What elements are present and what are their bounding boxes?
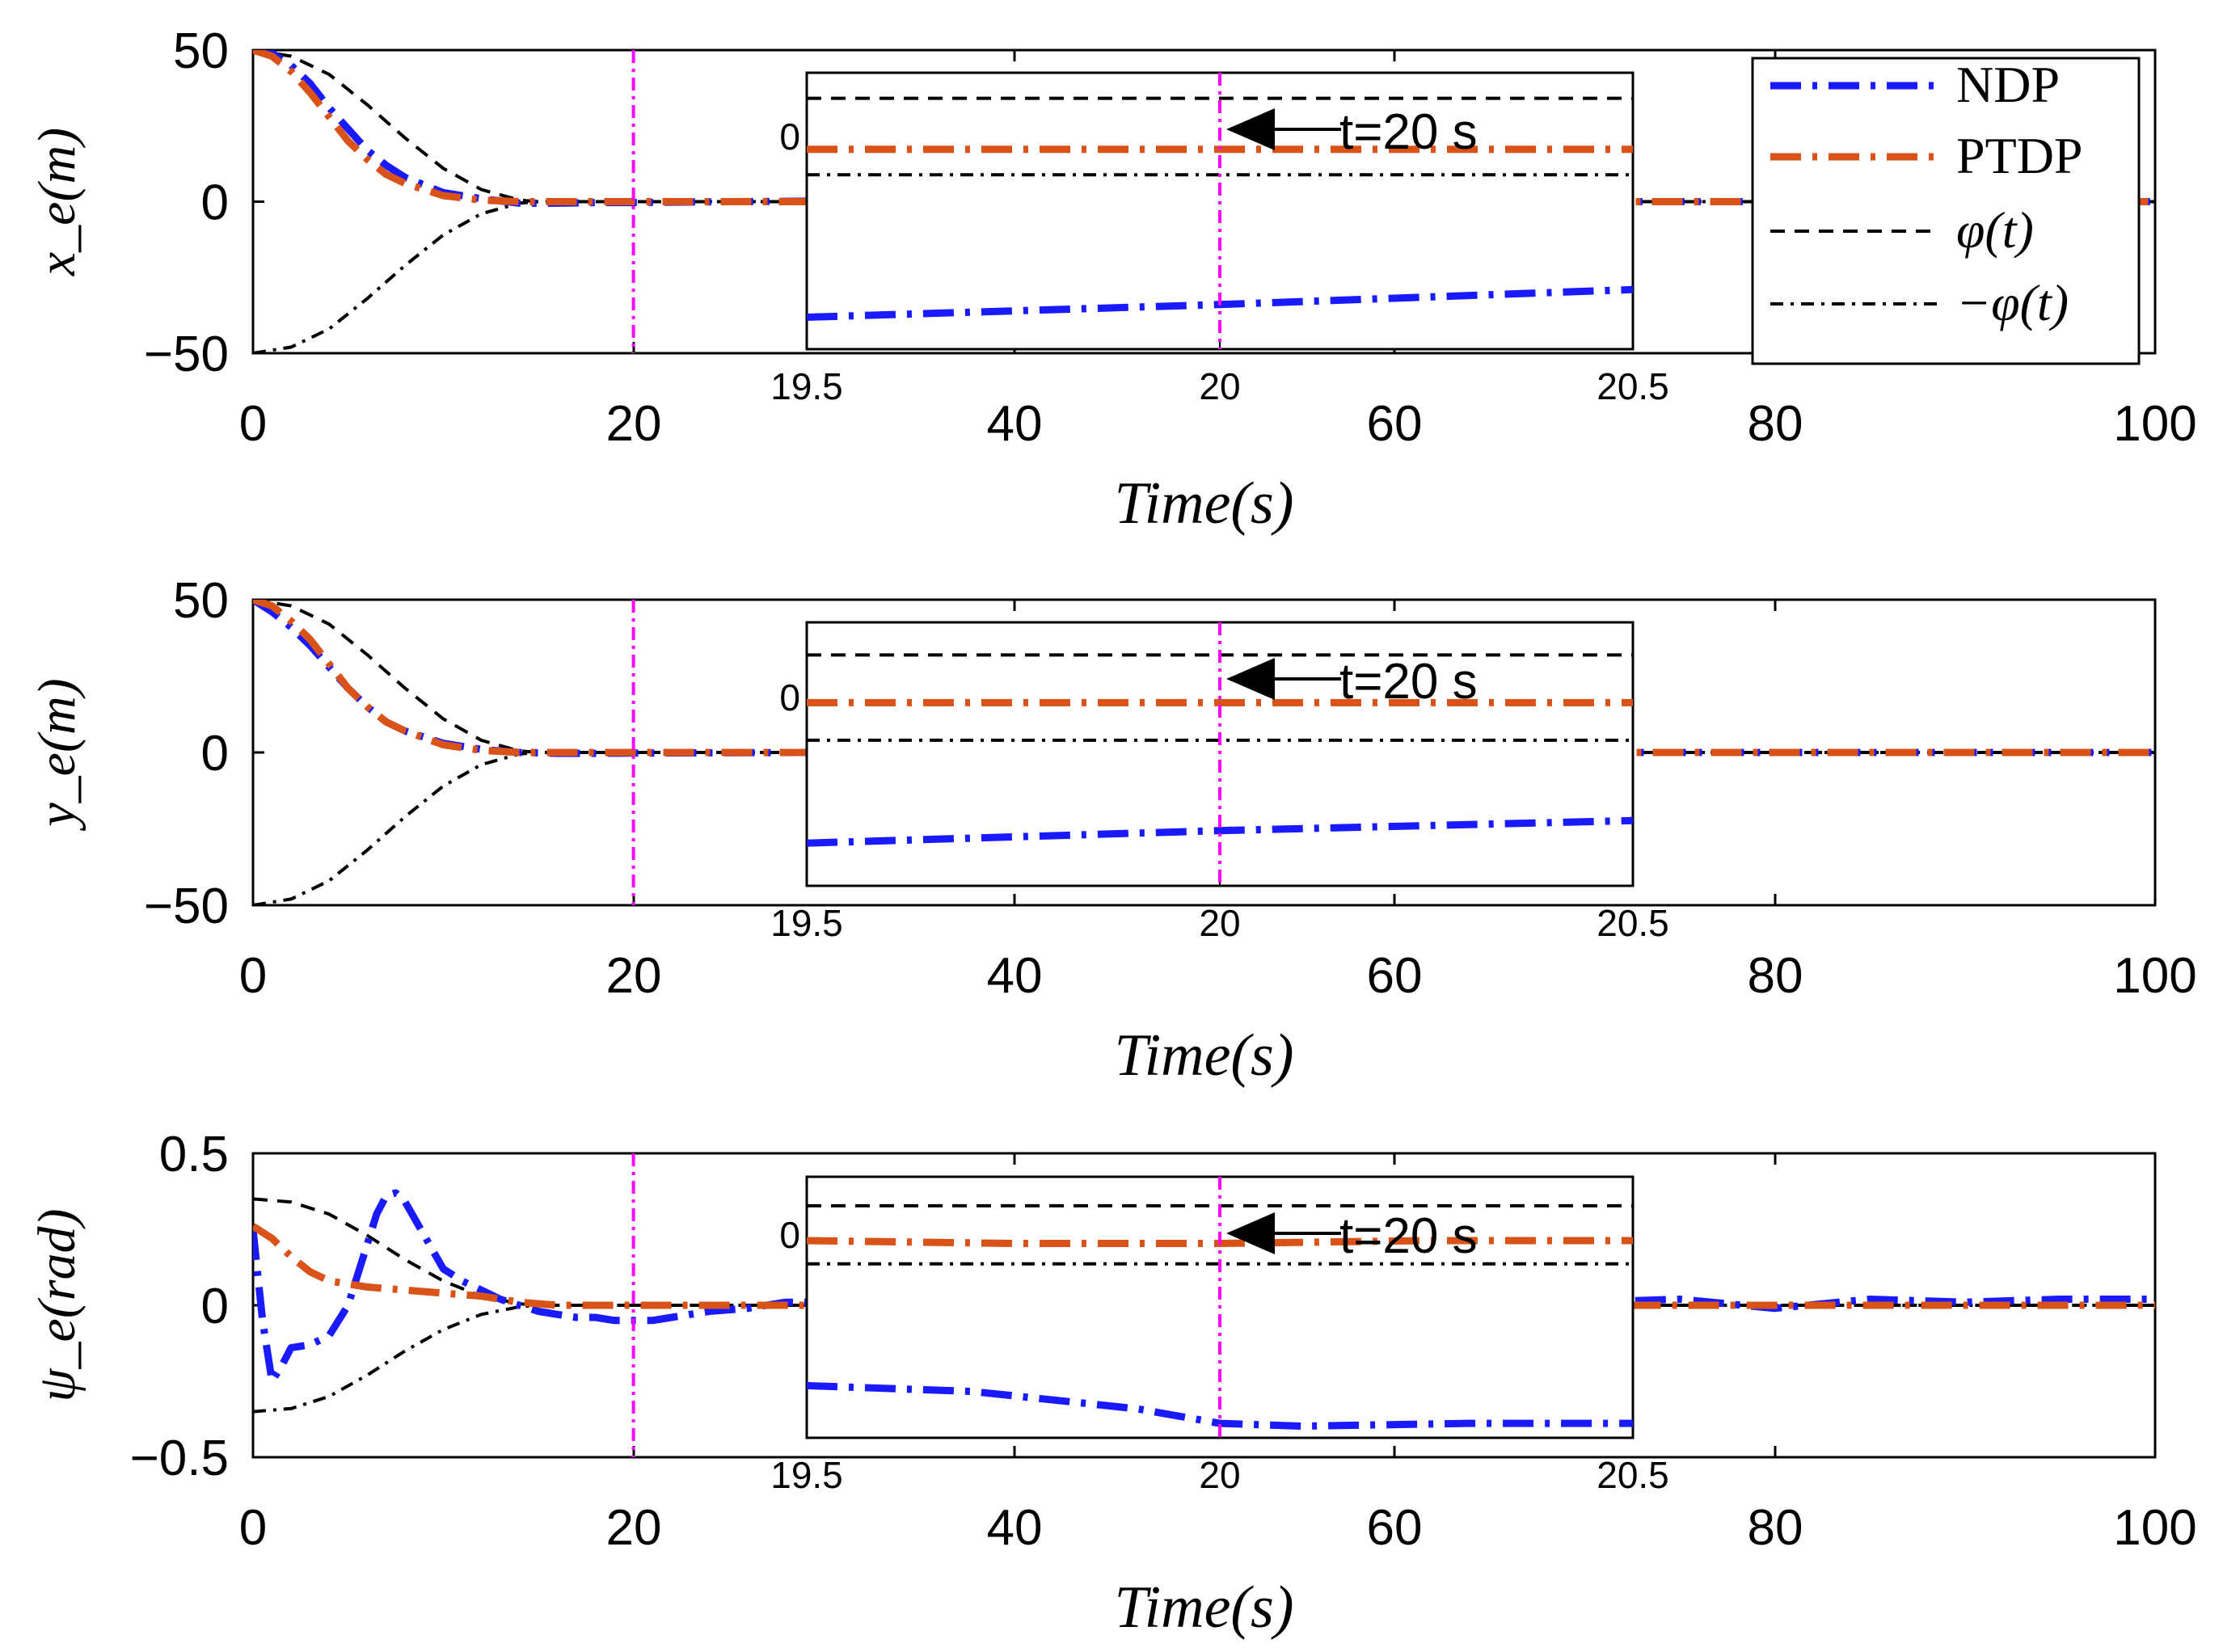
- inset-y-tick-label: 0: [779, 676, 800, 719]
- y-tick-label: 0: [201, 175, 229, 231]
- x-tick-label: 40: [987, 396, 1043, 452]
- annotation-label: t=20 s: [1339, 654, 1478, 710]
- inset-y-tick-label: 0: [779, 1214, 800, 1256]
- inset-x-tick-label: 20: [1199, 1454, 1240, 1496]
- x-tick-label: 100: [2113, 396, 2196, 452]
- x-tick-label: 80: [1748, 396, 1803, 452]
- y-tick-label: 0: [201, 1279, 229, 1334]
- y-tick-label: −0.5: [130, 1431, 229, 1486]
- legend-label: PTDP: [1956, 127, 2083, 184]
- legend-label-fn: φ(t): [1991, 274, 2069, 331]
- x-tick-label: 60: [1367, 396, 1423, 452]
- legend-label-fn: φ(t): [1956, 201, 2034, 259]
- legend-label: NDP: [1956, 56, 2060, 113]
- y-tick-label: −50: [144, 327, 229, 382]
- inset-x-tick-label: 19.5: [770, 365, 843, 407]
- x-tick-label: 0: [239, 948, 267, 1004]
- y-axis-label: x_e(m): [27, 128, 86, 276]
- inset-x-tick-label: 19.5: [770, 902, 843, 944]
- inset-x-tick-label: 20.5: [1597, 365, 1669, 407]
- inset-x-tick-label: 20: [1199, 365, 1240, 407]
- y-tick-label: 0: [201, 726, 229, 782]
- x-tick-label: 40: [987, 948, 1043, 1004]
- inset-y-tick-label: 0: [779, 116, 800, 158]
- y-tick-label: 50: [173, 573, 229, 629]
- x-tick-label: 20: [606, 396, 662, 452]
- series-phi-line: [253, 50, 2155, 204]
- annotation-arrow-head: [1226, 1212, 1275, 1254]
- series-neg-phi-line: [253, 751, 2155, 905]
- x-tick-label: 80: [1748, 948, 1803, 1004]
- x-tick-label: 40: [987, 1500, 1043, 1556]
- x-tick-label: 20: [606, 1500, 662, 1556]
- legend-box: [1751, 57, 2141, 365]
- x-tick-label: 20: [606, 948, 662, 1004]
- series-ptdp-line: [253, 50, 2155, 205]
- x-axis-label: Time(s): [1115, 470, 1294, 537]
- legend-label: −φ(t): [1956, 274, 2069, 331]
- annotation-arrow-head: [1226, 658, 1275, 700]
- inset-series-ndp-line: [807, 816, 1633, 847]
- inset-x-tick-label: 20: [1199, 902, 1240, 944]
- x-tick-label: 0: [239, 396, 267, 452]
- x-tick-label: 60: [1367, 948, 1423, 1004]
- y-axis-label: y_e(m): [27, 678, 86, 831]
- annotation-label: t=20 s: [1339, 1208, 1478, 1264]
- y-axis-label: ψ_e(rad): [27, 1209, 86, 1402]
- y-tick-label: −50: [144, 879, 229, 934]
- x-tick-label: 60: [1367, 1500, 1423, 1556]
- annotation-label: t=20 s: [1339, 104, 1478, 160]
- inset-x-tick-label: 19.5: [770, 1454, 843, 1496]
- x-tick-label: 80: [1748, 1500, 1803, 1556]
- y-tick-label: 0.5: [159, 1127, 229, 1182]
- legend-label-prefix: −: [1956, 274, 1991, 331]
- x-axis-label: Time(s): [1115, 1022, 1294, 1089]
- series-ptdp-line: [253, 600, 2155, 756]
- x-tick-label: 100: [2113, 1500, 2196, 1556]
- x-tick-label: 100: [2113, 948, 2196, 1004]
- x-axis-label: Time(s): [1115, 1574, 1294, 1641]
- annotation-arrow-head: [1226, 108, 1275, 150]
- series-ndp-line: [253, 1189, 2155, 1385]
- inset-x-tick-label: 20.5: [1597, 1454, 1669, 1496]
- legend-label: φ(t): [1956, 201, 2034, 259]
- series-phi-line: [253, 600, 2155, 754]
- inset-x-tick-label: 20.5: [1597, 902, 1669, 944]
- y-tick-label: 50: [173, 23, 229, 79]
- series-ndp-line: [253, 50, 2155, 207]
- inset-series-ndp-line: [807, 1381, 1633, 1431]
- x-tick-label: 0: [239, 1500, 267, 1556]
